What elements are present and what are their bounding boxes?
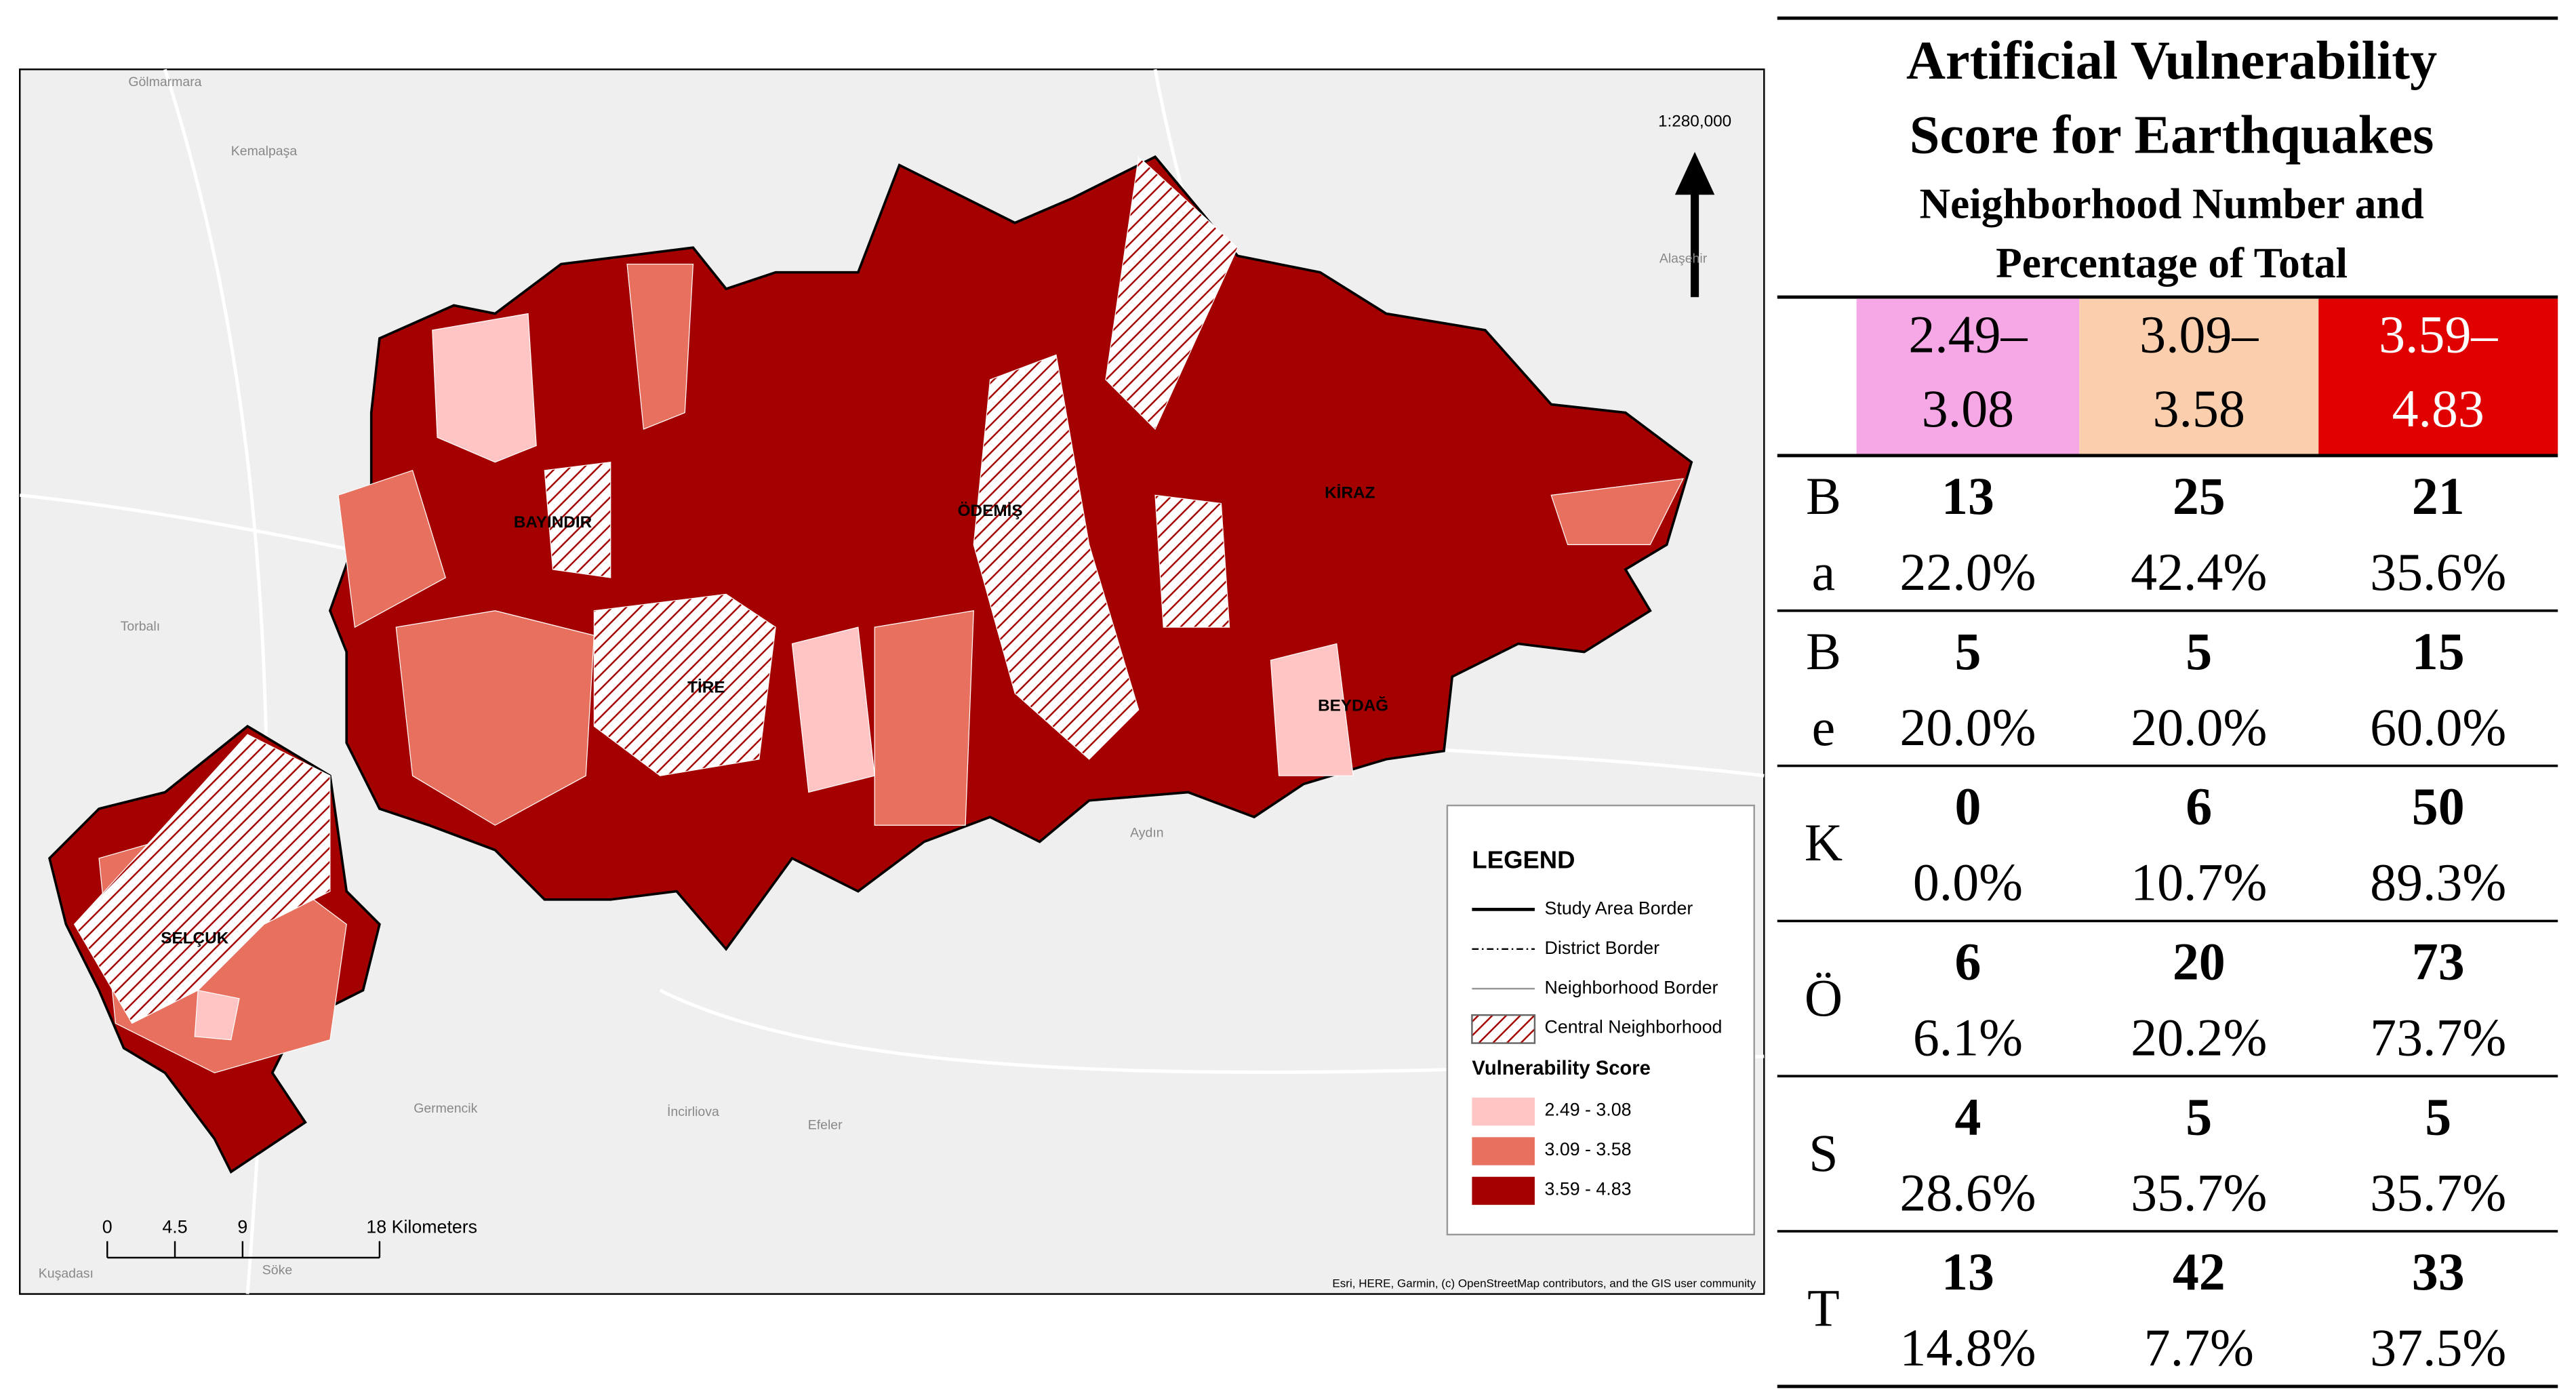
count: 15: [2412, 622, 2465, 681]
count: 73: [2412, 932, 2465, 991]
legend-symbol: [1471, 1014, 1536, 1044]
header-label: 3.09–: [2139, 305, 2259, 363]
count: 42: [2173, 1243, 2226, 1301]
percent: 0.0%: [1913, 854, 2023, 912]
count: 6: [1954, 932, 1981, 991]
legend-label: Study Area Border: [1545, 898, 1693, 918]
percent: 14.8%: [1899, 1319, 2036, 1377]
percent: 35.7%: [2131, 1163, 2267, 1222]
row-label: T: [1807, 1279, 1840, 1338]
legend-label: Neighborhood Border: [1545, 977, 1718, 997]
percent: 42.4%: [2131, 543, 2267, 601]
row-label: Ö: [1805, 969, 1843, 1027]
count: 33: [2412, 1243, 2465, 1301]
north-arrow: [1674, 152, 1715, 298]
legend-label: 3.09 - 3.58: [1545, 1139, 1632, 1159]
count: 0: [1954, 778, 1981, 836]
row-label: B: [1806, 622, 1841, 681]
percent: 28.6%: [1899, 1163, 2036, 1222]
place-label: Efeler: [808, 1117, 843, 1132]
count: 5: [1954, 622, 1981, 681]
header-cell: [2079, 298, 2319, 454]
legend-symbol: [1472, 1176, 1535, 1205]
percent: 37.5%: [2370, 1319, 2506, 1377]
count: 6: [2186, 778, 2212, 836]
table-title: Score for Earthquakes: [1910, 104, 2434, 165]
percent: 35.6%: [2370, 543, 2506, 601]
place-label: Kemalpaşa: [231, 144, 298, 159]
percent: 20.2%: [2131, 1008, 2267, 1066]
count: 5: [2186, 1087, 2212, 1146]
table-subtitle: Neighborhood Number and: [1919, 180, 2423, 227]
count: 5: [2186, 622, 2212, 681]
place-label: İncirliova: [667, 1104, 719, 1119]
count: 21: [2412, 467, 2465, 525]
row-label: e: [1812, 698, 1836, 757]
header-label: 3.08: [1922, 380, 2014, 438]
row-label: a: [1812, 543, 1836, 601]
place-label: Germencik: [414, 1101, 477, 1116]
neighborhood-patches: [73, 156, 1685, 1074]
count: 13: [1941, 1243, 1994, 1301]
attribution: Esri, HERE, Garmin, (c) OpenStreetMap co…: [1332, 1277, 1756, 1290]
scale-bar-label: 4.5: [162, 1216, 187, 1237]
scale-bar: [106, 1241, 381, 1259]
district-label: KİRAZ: [1325, 483, 1375, 502]
percent: 35.7%: [2370, 1163, 2506, 1222]
percent: 73.7%: [2370, 1008, 2506, 1066]
table-rules: [1777, 16, 2558, 299]
count: 25: [2173, 467, 2226, 525]
row-label: S: [1809, 1124, 1838, 1182]
district-label: BEYDAĞ: [1318, 696, 1388, 715]
legend-label: 3.59 - 4.83: [1545, 1178, 1632, 1199]
place-label: Söke: [262, 1263, 292, 1278]
percent: 89.3%: [2370, 854, 2506, 912]
legend-title: LEGEND: [1472, 845, 1575, 873]
legend-label: Central Neighborhood: [1545, 1017, 1723, 1037]
count: 5: [2425, 1087, 2451, 1146]
place-label: Torbalı: [121, 619, 160, 634]
legend-symbol: [1472, 1097, 1535, 1126]
percent: 10.7%: [2131, 854, 2267, 912]
percent: 22.0%: [1899, 543, 2036, 601]
row-label: B: [1806, 467, 1841, 525]
count: 4: [1954, 1087, 1981, 1146]
legend-label: District Border: [1545, 938, 1660, 958]
legend-label: 2.49 - 3.08: [1545, 1099, 1632, 1119]
scale-bar-label: 18 Kilometers: [366, 1216, 477, 1237]
table-subtitle: Percentage of Total: [1996, 239, 2348, 287]
percent: 60.0%: [2370, 698, 2506, 757]
percent: 20.0%: [1899, 698, 2036, 757]
header-label: 3.58: [2153, 380, 2245, 438]
scale-bar-label: 0: [102, 1216, 113, 1237]
percent: 7.7%: [2144, 1319, 2254, 1377]
place-label: Aydın: [1130, 826, 1163, 841]
percent: 6.1%: [1913, 1008, 2023, 1066]
place-label: Gölmarmara: [128, 75, 201, 89]
header-cell: [2318, 298, 2558, 454]
table-title: Artificial Vulnerability: [1906, 31, 2437, 91]
place-label: Alaşehir: [1659, 251, 1708, 266]
district-label: TİRE: [687, 679, 725, 697]
header-label: 2.49–: [1908, 305, 2028, 363]
district-label: ÖDEMİŞ: [958, 502, 1023, 520]
header-label: 3.59–: [2379, 305, 2498, 363]
scale-bar-label: 9: [237, 1216, 247, 1237]
count: 50: [2412, 778, 2465, 836]
count: 20: [2173, 932, 2226, 991]
district-label: BAYINDIR: [514, 513, 592, 532]
legend-symbol: [1472, 1137, 1535, 1165]
percent: 20.0%: [2131, 698, 2267, 757]
count: 13: [1941, 467, 1994, 525]
legend-subtitle: Vulnerability Score: [1472, 1058, 1650, 1079]
map-scale: 1:280,000: [1658, 113, 1731, 131]
place-label: Kuşadası: [39, 1266, 94, 1281]
district-label: SELÇUK: [161, 930, 228, 948]
header-label: 4.83: [2392, 380, 2484, 438]
row-label: K: [1805, 814, 1843, 872]
header-cell: [1856, 298, 2080, 454]
